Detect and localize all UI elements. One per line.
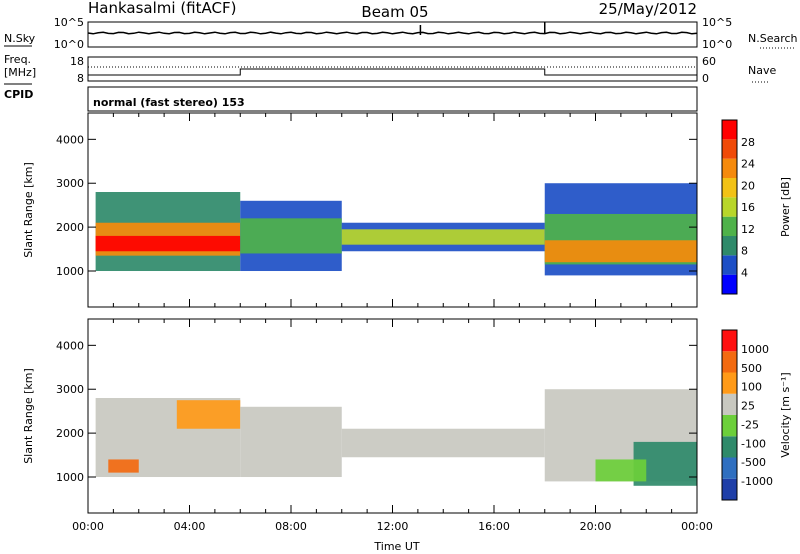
velocity-cb-tick: 500: [741, 362, 762, 375]
power-cb-segment: [722, 236, 737, 256]
date-label: 25/May/2012: [599, 0, 697, 18]
velocity-cb-segment: [722, 478, 737, 500]
power-ytick-label: 4000: [56, 133, 84, 146]
site-title: Hankasalmi (fitACF): [88, 0, 236, 17]
velocity-band: [108, 459, 139, 473]
x-tick-label: 04:00: [174, 520, 206, 533]
x-tick-label: 00:00: [681, 520, 713, 533]
power-cb-segment: [722, 216, 737, 236]
velocity-ytick-label: 1000: [56, 471, 84, 484]
freq-label: Freq.: [4, 53, 31, 66]
power-band: [544, 240, 697, 263]
x-tick-label: 20:00: [580, 520, 612, 533]
power-band: [95, 235, 241, 252]
power-band: [341, 229, 545, 245]
nave-tick-bottom: 0: [702, 72, 709, 85]
x-tick-label: 16:00: [478, 520, 510, 533]
velocity-cb-segment: [722, 393, 737, 415]
freq-panel: [87, 56, 698, 82]
freq-tick-top: 18: [70, 55, 84, 68]
nsky-tick-bottom: 10^0: [54, 38, 84, 51]
velocity-cb-tick: 1000: [741, 343, 769, 356]
power-ytick-label: 3000: [56, 177, 84, 190]
nsearch-tick-top: 10^5: [702, 16, 732, 29]
velocity-cb-frame: [721, 329, 738, 501]
cpid-label: CPID: [4, 88, 33, 101]
power-cb-segment: [722, 274, 737, 294]
cpid-panel: [87, 86, 698, 112]
velocity-cb-tick: 25: [741, 400, 755, 413]
velocity-band: [595, 459, 647, 482]
velocity-cb-label: Velocity [m s⁻¹]: [779, 372, 792, 457]
x-tick-label: 12:00: [377, 520, 409, 533]
velocity-cb-tick: -1000: [741, 475, 773, 488]
velocity-ytick-label: 2000: [56, 427, 84, 440]
velocity-ytick-label: 3000: [56, 383, 84, 396]
velocity-cb-tick: -500: [741, 456, 766, 469]
nsky-panel: [87, 21, 698, 48]
power-cb-segment: [722, 255, 737, 275]
power-cb-segment: [722, 158, 737, 178]
velocity-cb-tick: -100: [741, 437, 766, 450]
freq-tick-bottom: 8: [77, 72, 84, 85]
nave-series: [88, 68, 697, 76]
power-cb-label: Power [dB]: [779, 177, 792, 237]
power-cb-tick: 28: [741, 136, 755, 149]
power-cb-tick: 4: [741, 266, 748, 279]
velocity-band: [176, 400, 241, 429]
x-tick-label: 00:00: [72, 520, 104, 533]
power-cb-segment: [722, 197, 737, 217]
nave-label: Nave: [748, 64, 776, 77]
power-cb-segment: [722, 178, 737, 198]
nsearch-label: N.Search: [748, 32, 798, 45]
power-cb-tick: 12: [741, 223, 755, 236]
cpid-text: normal (fast stereo) 153: [93, 96, 245, 109]
power-cb-segment: [722, 139, 737, 159]
velocity-band: [341, 428, 545, 458]
nsky-tick-top: 10^5: [54, 16, 84, 29]
velocity-cb-segment: [722, 457, 737, 479]
power-cb-tick: 20: [741, 179, 755, 192]
velocity-cb-segment: [722, 351, 737, 373]
power-cb-tick: 8: [741, 245, 748, 258]
velocity-cb-segment: [722, 372, 737, 394]
velocity-band: [240, 406, 342, 478]
velocity-ylabel: Slant Range [km]: [22, 368, 35, 464]
power-ylabel: Slant Range [km]: [22, 162, 35, 258]
power-cb-tick: 24: [741, 158, 755, 171]
velocity-cb-segment: [722, 415, 737, 437]
velocity-cb-segment: [722, 436, 737, 458]
x-axis-label: Time UT: [373, 540, 419, 553]
velocity-cb-tick: 100: [741, 381, 762, 394]
power-cb-frame: [721, 119, 738, 295]
velocity-ytick-label: 4000: [56, 339, 84, 352]
power-cb-tick: 16: [741, 201, 755, 214]
beam-label: Beam 05: [361, 3, 428, 21]
power-ytick-label: 2000: [56, 221, 84, 234]
velocity-cb-tick: -25: [741, 418, 759, 431]
freq-unit: [MHz]: [4, 66, 36, 79]
nsky-label: N.Sky: [4, 32, 36, 45]
velocity-cb-segment: [722, 330, 737, 352]
nsearch-tick-bottom: 10^0: [702, 38, 732, 51]
power-band: [240, 218, 342, 254]
power-cb-segment: [722, 120, 737, 140]
nsky-series: [87, 31, 698, 35]
nave-tick-top: 60: [702, 55, 716, 68]
power-ytick-label: 1000: [56, 265, 84, 278]
x-tick-label: 08:00: [275, 520, 307, 533]
